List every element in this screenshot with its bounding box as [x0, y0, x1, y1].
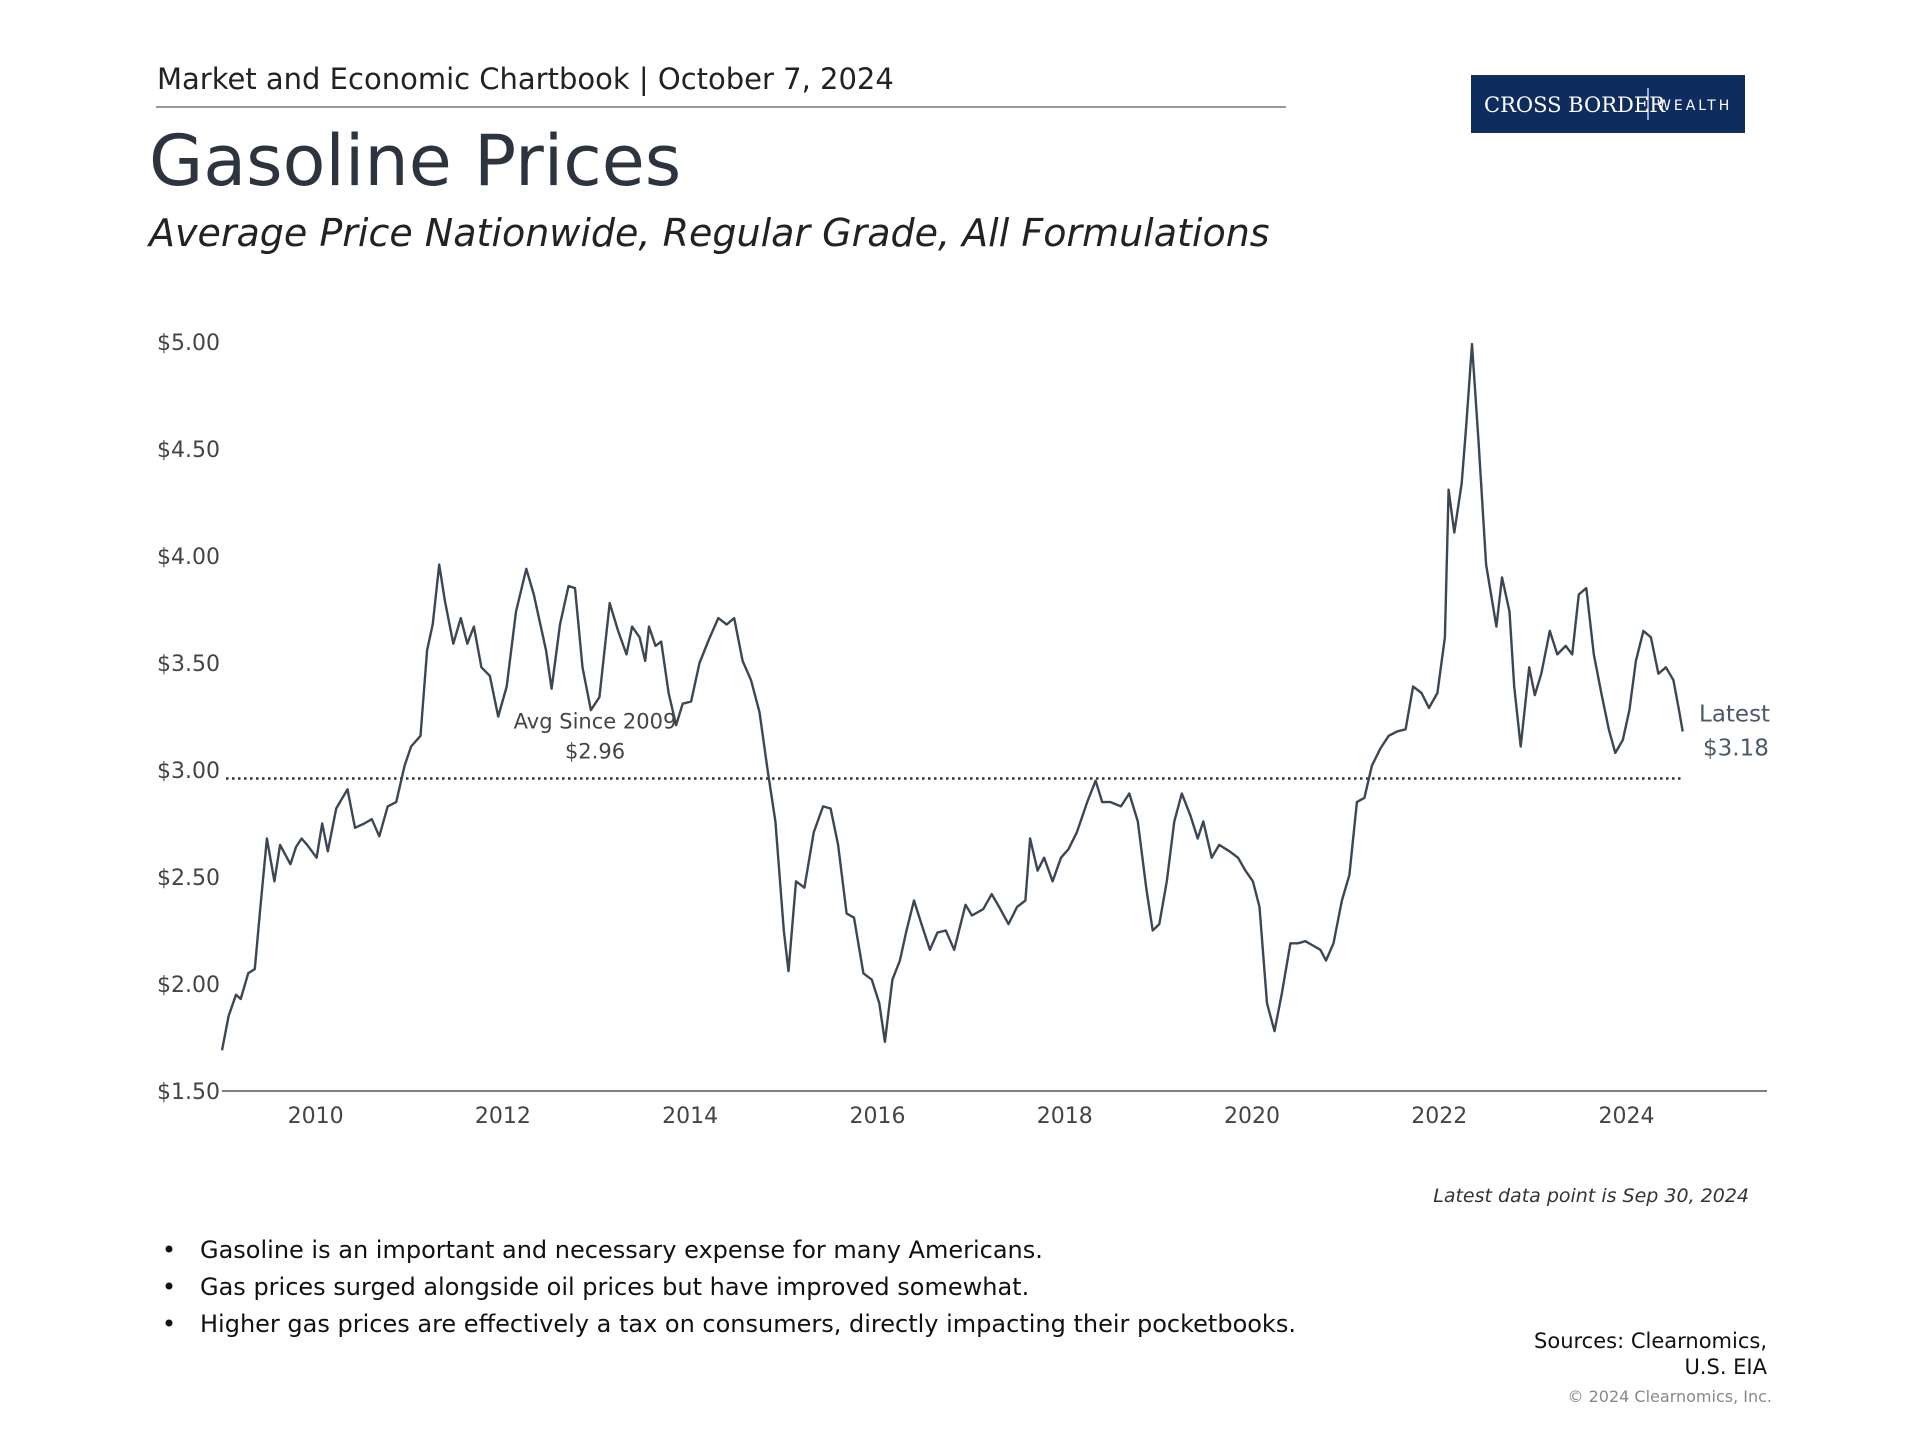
bullet: Gasoline is an important and necessary e…	[200, 1236, 1043, 1264]
copyright: © 2024 Clearnomics, Inc.	[1568, 1387, 1772, 1406]
y-tick-label: $2.50	[157, 866, 220, 891]
bullet-dot	[165, 1245, 173, 1253]
chart-title: Gasoline Prices	[149, 120, 681, 202]
price-line	[220, 342, 1684, 1051]
bullet-dot	[165, 1319, 173, 1327]
chart-subtitle: Average Price Nationwide, Regular Grade,…	[146, 211, 1270, 255]
y-tick-label: $3.00	[157, 759, 220, 784]
sources: Sources: Clearnomics,	[1534, 1329, 1767, 1353]
bullet-dot	[165, 1282, 173, 1290]
logo-right: WEALTH	[1657, 98, 1732, 114]
plot: $1.50 $2.00 $2.50 $3.00 $3.50 $4.00 $4.50 $5.00…	[157, 331, 1770, 1129]
y-tick-label: $4.00	[157, 545, 220, 570]
bullet: Higher gas prices are effectively a tax …	[200, 1310, 1296, 1338]
bullet: Gas prices surged alongside oil prices b…	[200, 1273, 1029, 1301]
sources: U.S. EIA	[1684, 1355, 1767, 1379]
y-tick-label: $4.50	[157, 438, 220, 463]
logo-left: CROSS BORDER	[1484, 93, 1666, 117]
x-tick-label: 2010	[288, 1104, 344, 1129]
y-tick-label: $2.00	[157, 973, 220, 998]
x-tick-label: 2022	[1411, 1104, 1467, 1129]
x-tick-label: 2014	[662, 1104, 718, 1129]
y-tick-label: $1.50	[157, 1080, 220, 1105]
x-tick-label: 2024	[1599, 1104, 1655, 1129]
latest-label: Latest	[1699, 701, 1770, 727]
average-label: Avg Since 2009	[514, 710, 677, 734]
x-tick-label: 2012	[475, 1104, 531, 1129]
logo-box	[1471, 75, 1745, 133]
y-tick-label: $3.50	[157, 652, 220, 677]
x-tick-label: 2018	[1037, 1104, 1093, 1129]
x-tick-label: 2020	[1224, 1104, 1280, 1129]
latest-value: $3.18	[1703, 735, 1769, 761]
data-note: Latest data point is Sep 30, 2024	[1433, 1185, 1749, 1207]
average-value: $2.96	[565, 740, 625, 764]
y-tick-label: $5.00	[157, 331, 220, 356]
x-tick-label: 2016	[849, 1104, 905, 1129]
bullets: Gasoline is an important and necessary e…	[165, 1236, 1296, 1338]
header: Market and Economic Chartbook | October …	[157, 62, 894, 96]
